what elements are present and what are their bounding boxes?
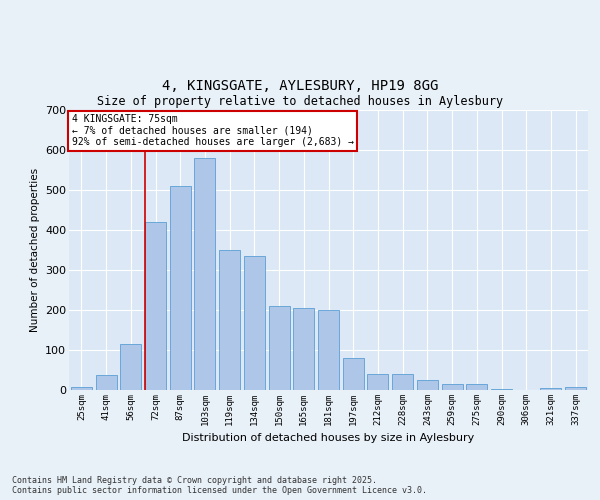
X-axis label: Distribution of detached houses by size in Aylesbury: Distribution of detached houses by size … — [182, 434, 475, 444]
Text: Contains HM Land Registry data © Crown copyright and database right 2025.
Contai: Contains HM Land Registry data © Crown c… — [12, 476, 427, 495]
Bar — [244, 256, 265, 390]
Y-axis label: Number of detached properties: Number of detached properties — [29, 168, 40, 332]
Text: 4 KINGSGATE: 75sqm
← 7% of detached houses are smaller (194)
92% of semi-detache: 4 KINGSGATE: 75sqm ← 7% of detached hous… — [71, 114, 353, 148]
Text: 4, KINGSGATE, AYLESBURY, HP19 8GG: 4, KINGSGATE, AYLESBURY, HP19 8GG — [162, 78, 438, 92]
Bar — [120, 344, 141, 390]
Bar — [318, 310, 339, 390]
Bar — [219, 250, 240, 390]
Bar — [466, 384, 487, 390]
Bar — [491, 389, 512, 390]
Bar — [565, 387, 586, 390]
Bar — [170, 186, 191, 390]
Bar — [269, 306, 290, 390]
Bar — [194, 158, 215, 390]
Bar — [367, 374, 388, 390]
Bar — [95, 375, 116, 390]
Bar — [541, 388, 562, 390]
Bar — [442, 384, 463, 390]
Bar — [392, 374, 413, 390]
Text: Size of property relative to detached houses in Aylesbury: Size of property relative to detached ho… — [97, 94, 503, 108]
Bar — [417, 380, 438, 390]
Bar — [71, 387, 92, 390]
Bar — [293, 308, 314, 390]
Bar — [343, 358, 364, 390]
Bar — [145, 222, 166, 390]
